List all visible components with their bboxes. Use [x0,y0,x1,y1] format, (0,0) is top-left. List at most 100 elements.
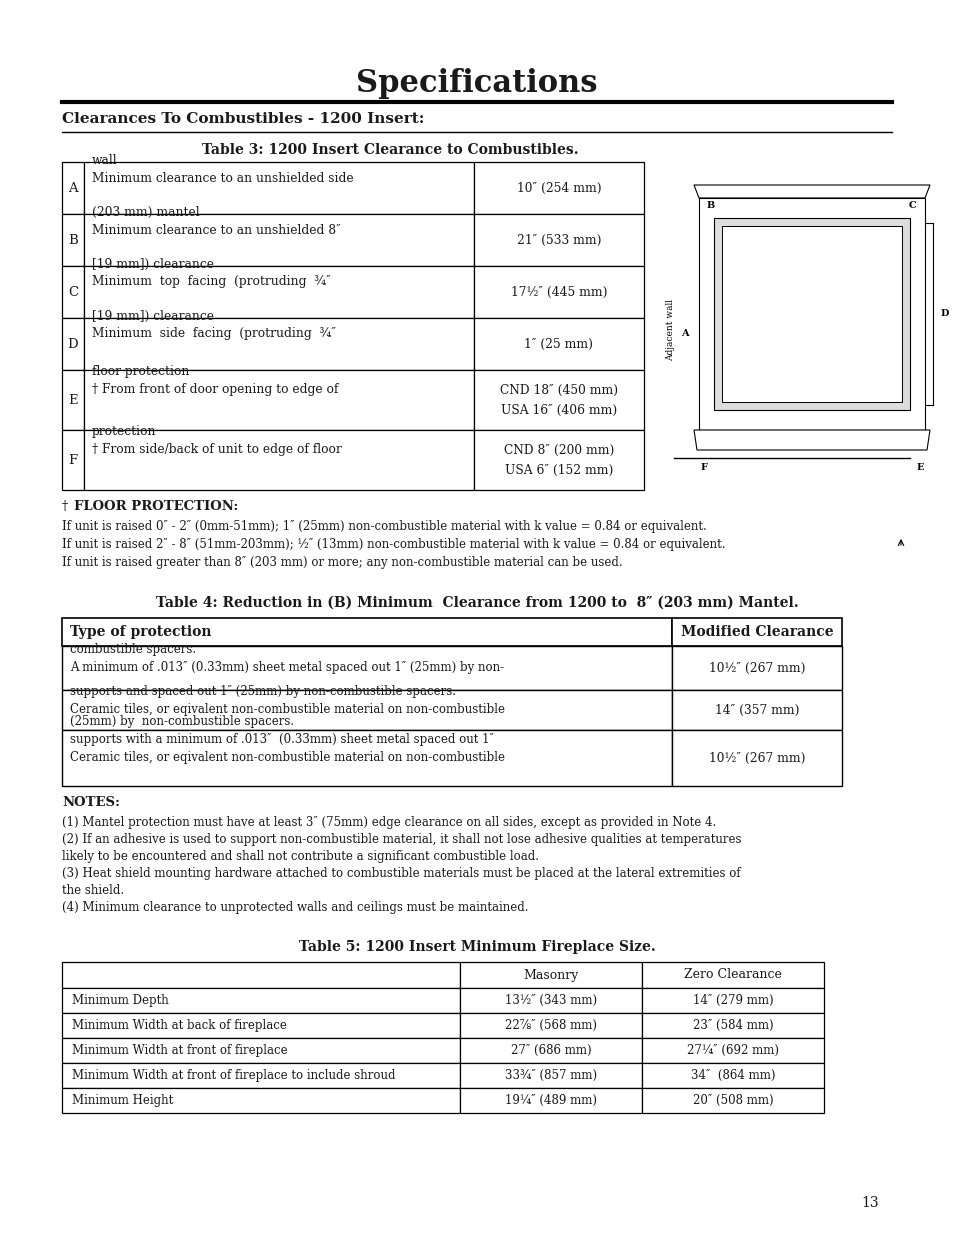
Bar [641,1063,823,1088]
Text: wall: wall [91,153,117,167]
Text: [19 mm]) clearance: [19 mm]) clearance [91,310,213,322]
Text: floor protection: floor protection [91,366,190,378]
Bar [84,266,474,317]
Bar [459,988,641,1013]
Text: Modified Clearance: Modified Clearance [680,625,832,638]
Text: 27¼″ (692 mm): 27¼″ (692 mm) [686,1044,779,1057]
Bar [641,1013,823,1037]
Text: Zero Clearance: Zero Clearance [683,968,781,982]
Text: F: F [700,463,707,473]
Bar [62,430,84,490]
Text: Minimum Depth: Minimum Depth [71,994,169,1007]
Text: E: E [68,394,78,406]
Bar [62,730,671,785]
Bar [62,266,84,317]
Text: likely to be encountered and shall not contribute a significant combustible load: likely to be encountered and shall not c… [62,850,538,863]
Bar [62,618,671,646]
Text: †: † [62,500,72,513]
Bar [641,1037,823,1063]
Bar [459,1088,641,1113]
Bar [62,1013,459,1037]
Text: D: D [68,337,78,351]
Text: Minimum  side  facing  (protruding  ¾″: Minimum side facing (protruding ¾″ [91,327,335,341]
Text: 20″ (508 mm): 20″ (508 mm) [692,1094,773,1107]
Bar [62,1088,459,1113]
Text: FLOOR PROTECTION:: FLOOR PROTECTION: [74,500,238,513]
Text: (25mm) by  non-combustible spacers.: (25mm) by non-combustible spacers. [70,715,294,729]
Bar [641,988,823,1013]
Bar [671,646,841,690]
Text: Minimum clearance to an unshielded 8″: Minimum clearance to an unshielded 8″ [91,224,340,236]
Bar [62,690,671,730]
Text: 19¼″ (489 mm): 19¼″ (489 mm) [504,1094,597,1107]
Bar [459,1013,641,1037]
Text: Ceramic tiles, or eqivalent non-combustible material on non-combustible: Ceramic tiles, or eqivalent non-combusti… [70,752,504,764]
Text: Adjacent wall: Adjacent wall [665,299,675,361]
Bar [84,317,474,370]
Bar [62,988,459,1013]
Text: Ceramic tiles, or eqivalent non-combustible material on non-combustible: Ceramic tiles, or eqivalent non-combusti… [70,704,504,716]
Text: Type of protection: Type of protection [70,625,212,638]
Bar [84,430,474,490]
Text: CND 18″ (450 mm): CND 18″ (450 mm) [499,384,618,396]
Text: Masonry: Masonry [523,968,578,982]
Bar [474,430,643,490]
Bar [62,1063,459,1088]
Text: Table 3: 1200 Insert Clearance to Combustibles.: Table 3: 1200 Insert Clearance to Combus… [201,143,578,157]
Text: B: B [68,233,78,247]
Bar [699,198,924,430]
Text: Clearances To Combustibles - 1200 Insert:: Clearances To Combustibles - 1200 Insert… [62,112,424,126]
Bar [62,962,459,988]
Text: Table 5: 1200 Insert Minimum Fireplace Size.: Table 5: 1200 Insert Minimum Fireplace S… [298,940,655,953]
Bar [641,962,823,988]
Text: 14″ (279 mm): 14″ (279 mm) [692,994,773,1007]
Bar [721,226,901,403]
Text: A minimum of .013″ (0.33mm) sheet metal spaced out 1″ (25mm) by non-: A minimum of .013″ (0.33mm) sheet metal … [70,662,503,674]
Text: 34″  (864 mm): 34″ (864 mm) [690,1070,775,1082]
Text: Specifications: Specifications [355,68,598,99]
Text: If unit is raised 2″ - 8″ (51mm-203mm); ½″ (13mm) non-combustible material with : If unit is raised 2″ - 8″ (51mm-203mm); … [62,538,724,551]
Bar [62,317,84,370]
Text: supports with a minimum of .013″  (0.33mm) sheet metal spaced out 1″: supports with a minimum of .013″ (0.33mm… [70,734,494,746]
Text: USA 16″ (406 mm): USA 16″ (406 mm) [500,404,617,416]
Text: Table 4: Reduction in (B) Minimum  Clearance from 1200 to  8″ (203 mm) Mantel.: Table 4: Reduction in (B) Minimum Cleara… [155,597,798,610]
Bar [62,162,84,214]
Text: 22⅞″ (568 mm): 22⅞″ (568 mm) [504,1019,597,1032]
Bar [459,962,641,988]
Bar [474,266,643,317]
Text: Minimum Width at back of fireplace: Minimum Width at back of fireplace [71,1019,287,1032]
Text: Minimum  top  facing  (protruding  ¾″: Minimum top facing (protruding ¾″ [91,275,331,289]
Text: (2) If an adhesive is used to support non-combustible material, it shall not los: (2) If an adhesive is used to support no… [62,832,740,846]
Text: [19 mm]) clearance: [19 mm]) clearance [91,258,213,270]
Text: 13: 13 [861,1195,878,1210]
Text: the shield.: the shield. [62,884,124,897]
Bar [84,370,474,430]
Text: If unit is raised 0″ - 2″ (0mm-51mm); 1″ (25mm) non-combustible material with k : If unit is raised 0″ - 2″ (0mm-51mm); 1″… [62,520,706,534]
Text: 33¾″ (857 mm): 33¾″ (857 mm) [504,1070,597,1082]
Text: protection: protection [91,426,156,438]
Bar [459,1063,641,1088]
Text: (203 mm) mantel: (203 mm) mantel [91,205,199,219]
Text: Minimum Width at front of fireplace to include shroud: Minimum Width at front of fireplace to i… [71,1070,395,1082]
Bar [62,1037,459,1063]
Text: Minimum Height: Minimum Height [71,1094,173,1107]
Text: C: C [68,285,78,299]
Text: F: F [69,453,77,467]
Polygon shape [693,430,929,450]
Text: combustible spacers.: combustible spacers. [70,643,196,657]
Bar [671,690,841,730]
Text: CND 8″ (200 mm): CND 8″ (200 mm) [503,443,614,457]
Text: E: E [915,463,923,473]
Text: † From front of door opening to edge of: † From front of door opening to edge of [91,384,338,396]
Text: Minimum clearance to an unshielded side: Minimum clearance to an unshielded side [91,172,354,184]
Bar [641,1088,823,1113]
Bar [474,370,643,430]
Text: 13½″ (343 mm): 13½″ (343 mm) [504,994,597,1007]
Bar [62,646,671,690]
Text: (3) Heat shield mounting hardware attached to combustible materials must be plac: (3) Heat shield mounting hardware attach… [62,867,740,881]
Text: (1) Mantel protection must have at least 3″ (75mm) edge clearance on all sides, : (1) Mantel protection must have at least… [62,816,716,829]
Text: Minimum Width at front of fireplace: Minimum Width at front of fireplace [71,1044,287,1057]
Bar [671,618,841,646]
Text: B: B [706,201,715,210]
Text: † From side/back of unit to edge of floor: † From side/back of unit to edge of floo… [91,443,341,457]
